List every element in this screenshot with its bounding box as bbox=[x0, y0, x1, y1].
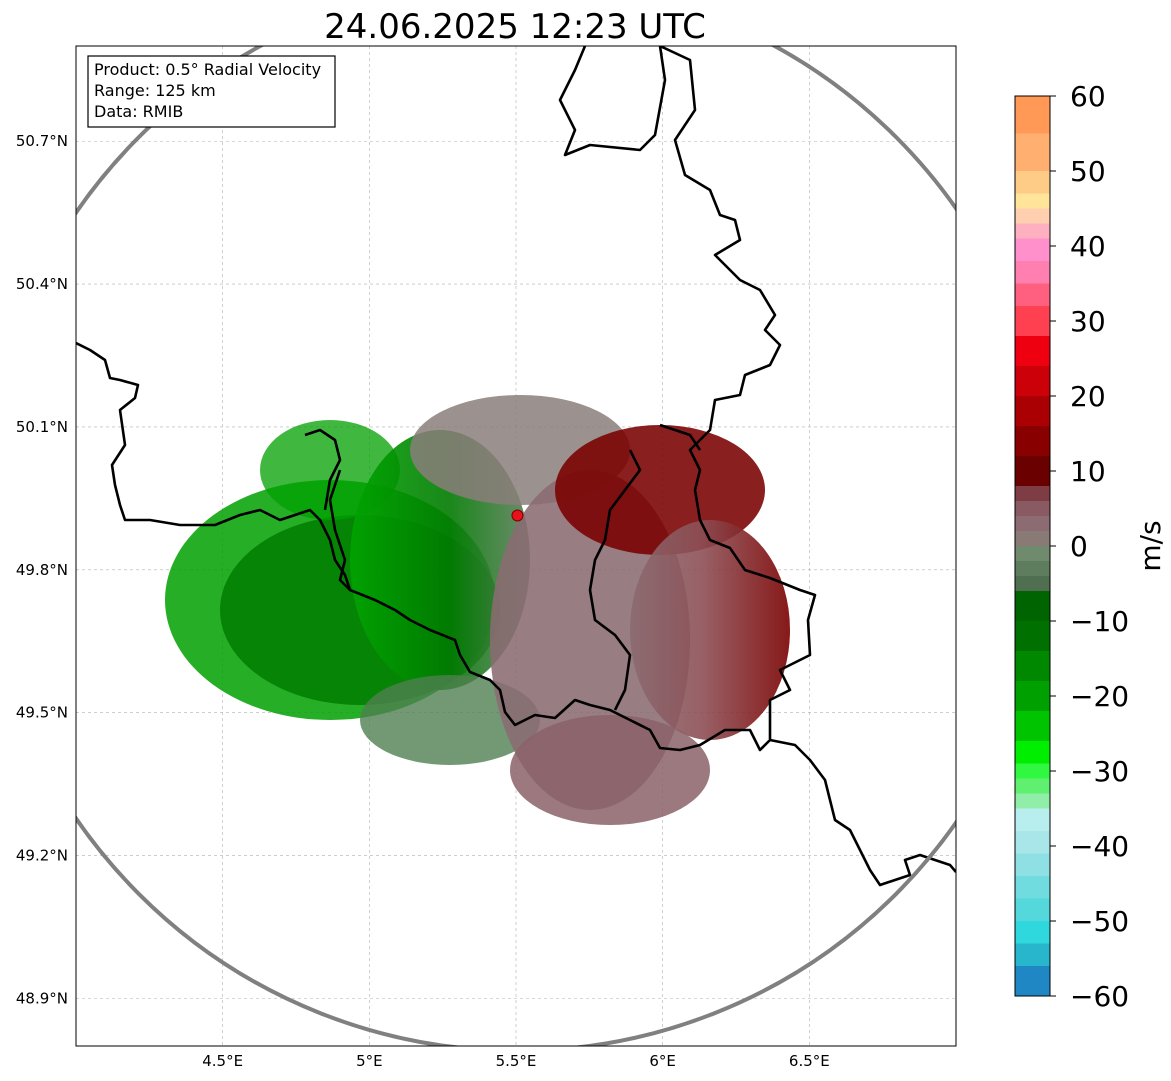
y-tick-label: 49.8°N bbox=[16, 561, 68, 579]
colorbar-band bbox=[1015, 261, 1050, 284]
colorbar-band bbox=[1015, 171, 1050, 194]
y-tick-label: 49.2°N bbox=[16, 847, 68, 865]
colorbar-band bbox=[1015, 366, 1050, 397]
colorbar-label: m/s bbox=[1134, 520, 1167, 571]
colorbar-band bbox=[1015, 898, 1050, 922]
colorbar-band bbox=[1015, 561, 1050, 577]
colorbar-band bbox=[1015, 426, 1050, 457]
colorbar-band bbox=[1015, 681, 1050, 712]
info-range: Range: 125 km bbox=[94, 81, 216, 100]
velocity-colorbar: 60 50 40 30 20 10 0 −10 −20 −30 −40 −50 −60 bbox=[1014, 80, 1129, 1013]
border-lux-4 bbox=[659, 423, 702, 451]
colorbar-band bbox=[1015, 208, 1050, 224]
border-lux-3 bbox=[588, 449, 642, 711]
colorbar-band bbox=[1015, 808, 1050, 832]
colorbar-tick-label: 30 bbox=[1070, 305, 1106, 338]
x-tick-label: 6°E bbox=[649, 1052, 676, 1070]
colorbar-tick-label: 40 bbox=[1070, 230, 1106, 263]
x-tick-label: 6.5°E bbox=[789, 1052, 830, 1070]
y-tick-label: 50.4°N bbox=[16, 275, 68, 293]
border-lux-2 bbox=[328, 469, 351, 591]
colorbar-band bbox=[1015, 306, 1050, 337]
colorbar-tick-label: 20 bbox=[1070, 380, 1106, 413]
colorbar-band bbox=[1015, 876, 1050, 899]
colorbar-band bbox=[1015, 793, 1050, 809]
colorbar-band bbox=[1015, 283, 1050, 307]
colorbar-band bbox=[1015, 133, 1050, 172]
y-tick-label: 50.7°N bbox=[16, 132, 68, 150]
colorbar-band bbox=[1015, 621, 1050, 652]
colorbar-band bbox=[1015, 456, 1050, 487]
colorbar-tick-label: −60 bbox=[1070, 980, 1129, 1013]
x-tick-label: 5.5°E bbox=[496, 1052, 537, 1070]
colorbar-tick-label: −30 bbox=[1070, 755, 1129, 788]
colorbar-band bbox=[1015, 853, 1050, 877]
echo-south-west bbox=[360, 675, 540, 765]
x-tick-label: 5°E bbox=[356, 1052, 383, 1070]
colorbar-band bbox=[1015, 546, 1050, 562]
colorbar-band bbox=[1015, 193, 1050, 209]
colorbar-band bbox=[1015, 966, 1050, 997]
colorbar-band bbox=[1015, 396, 1050, 427]
colorbar-tick-label: 60 bbox=[1070, 80, 1106, 113]
country-borders bbox=[76, 46, 956, 887]
colorbar-tick-label: −20 bbox=[1070, 680, 1129, 713]
border-east-2 bbox=[76, 46, 817, 752]
colorbar-band bbox=[1015, 576, 1050, 592]
info-box: Product: 0.5° Radial Velocity Range: 125… bbox=[87, 55, 336, 128]
colorbar-tick-label: 10 bbox=[1070, 455, 1106, 488]
info-product: Product: 0.5° Radial Velocity bbox=[94, 60, 321, 79]
colorbar-band bbox=[1015, 486, 1050, 502]
colorbar-band bbox=[1015, 763, 1050, 779]
colorbar-tick-label: −40 bbox=[1070, 830, 1129, 863]
colorbar-band bbox=[1015, 831, 1050, 854]
map-plot-area: Product: 0.5° Radial Velocity Range: 125… bbox=[75, 45, 957, 1047]
colorbar-band bbox=[1015, 96, 1050, 134]
colorbar-band bbox=[1015, 943, 1050, 967]
colorbar-band bbox=[1015, 711, 1050, 742]
colorbar-band bbox=[1015, 223, 1050, 239]
colorbar-tick-label: 0 bbox=[1070, 530, 1088, 563]
colorbar-tick-label: −10 bbox=[1070, 605, 1129, 638]
x-axis-ticks: 4.5°E 5°E 5.5°E 6°E 6.5°E bbox=[202, 1052, 830, 1070]
border-east bbox=[558, 46, 667, 157]
y-tick-label: 48.9°N bbox=[16, 989, 68, 1007]
border-lux-1 bbox=[304, 428, 342, 511]
colorbar-tick-label: −50 bbox=[1070, 905, 1129, 938]
info-source: Data: RMIB bbox=[94, 102, 183, 121]
colorbar-band bbox=[1015, 778, 1050, 794]
radar-site-marker bbox=[511, 509, 524, 522]
colorbar-band bbox=[1015, 516, 1050, 532]
colorbar-band bbox=[1015, 741, 1050, 764]
map-frame bbox=[75, 45, 957, 1047]
colorbar-band bbox=[1015, 531, 1050, 547]
colorbar-tick-label: 50 bbox=[1070, 155, 1106, 188]
colorbar-band bbox=[1015, 501, 1050, 517]
colorbar-band bbox=[1015, 238, 1050, 262]
echo-south-east bbox=[510, 715, 710, 825]
colorbar-band bbox=[1015, 591, 1050, 622]
y-axis-ticks: 50.7°N 50.4°N 50.1°N 49.8°N 49.5°N 49.2°N 48.9… bbox=[16, 132, 68, 1007]
colorbar-band bbox=[1015, 921, 1050, 944]
echo-east-red bbox=[630, 520, 790, 740]
map-title: 24.06.2025 12:23 UTC bbox=[324, 7, 706, 47]
colorbar-band bbox=[1015, 336, 1050, 367]
y-tick-label: 49.5°N bbox=[16, 704, 68, 722]
border-south bbox=[769, 738, 956, 887]
y-tick-label: 50.1°N bbox=[16, 418, 68, 436]
x-tick-label: 4.5°E bbox=[202, 1052, 243, 1070]
colorbar-band bbox=[1015, 651, 1050, 682]
